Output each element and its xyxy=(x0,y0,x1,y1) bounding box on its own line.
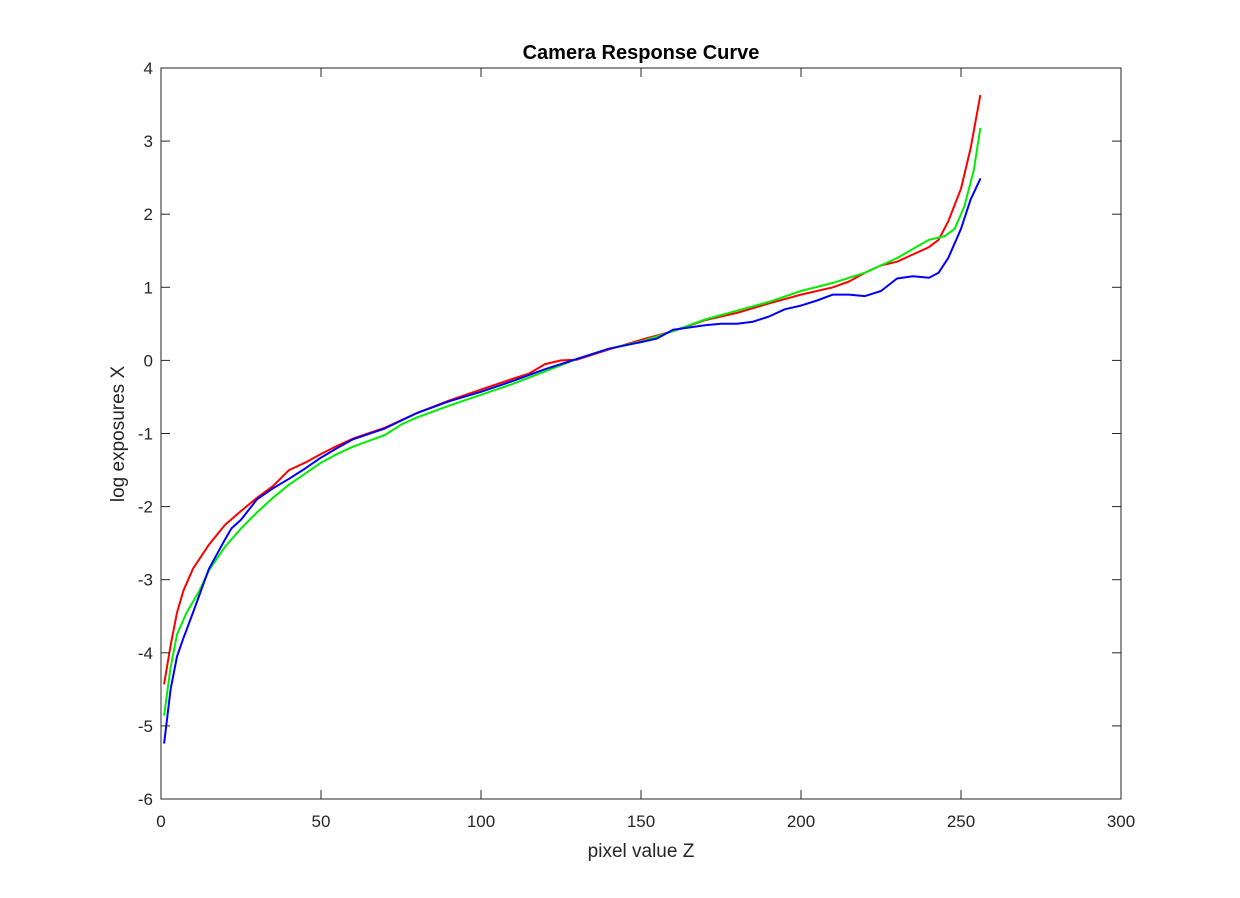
x-tick-label: 150 xyxy=(627,812,655,831)
x-tick-label: 0 xyxy=(156,812,165,831)
x-tick-label: 300 xyxy=(1107,812,1135,831)
y-tick-label: 2 xyxy=(144,205,153,224)
y-tick-label: -6 xyxy=(138,790,153,809)
x-tick-label: 200 xyxy=(787,812,815,831)
series-line-red xyxy=(163,94,982,685)
chart-title: Camera Response Curve xyxy=(523,42,760,64)
x-tick-label: 250 xyxy=(947,812,975,831)
y-axis-label: log exposures X xyxy=(108,366,129,503)
x-tick-label: 50 xyxy=(312,812,331,831)
y-tick-label: 3 xyxy=(144,132,153,151)
y-tick-label: 1 xyxy=(144,278,153,297)
y-tick-label: -4 xyxy=(138,644,153,663)
x-axis-label: pixel value Z xyxy=(588,841,695,862)
series-layer xyxy=(163,94,982,744)
plot-area: 0 50 100 150 200 250 300 -6 -5 -4 -3 -2 -1 0 1 2 3 4 xyxy=(138,59,1135,831)
y-tick-label: 4 xyxy=(144,59,153,78)
y-tick-label: 0 xyxy=(144,351,153,370)
series-line-green xyxy=(163,127,982,716)
x-tick-label: 100 xyxy=(467,812,495,831)
y-tick-label: -3 xyxy=(138,571,153,590)
plot-frame xyxy=(160,67,1122,800)
y-tick-label: -5 xyxy=(138,717,153,736)
series-line-blue xyxy=(163,178,982,744)
ticks-layer: 0 50 100 150 200 250 300 -6 -5 -4 -3 -2 -1 0 1 2 3 4 xyxy=(138,59,1135,831)
y-tick-label: -2 xyxy=(138,498,153,517)
y-tick-label: -1 xyxy=(138,425,153,444)
